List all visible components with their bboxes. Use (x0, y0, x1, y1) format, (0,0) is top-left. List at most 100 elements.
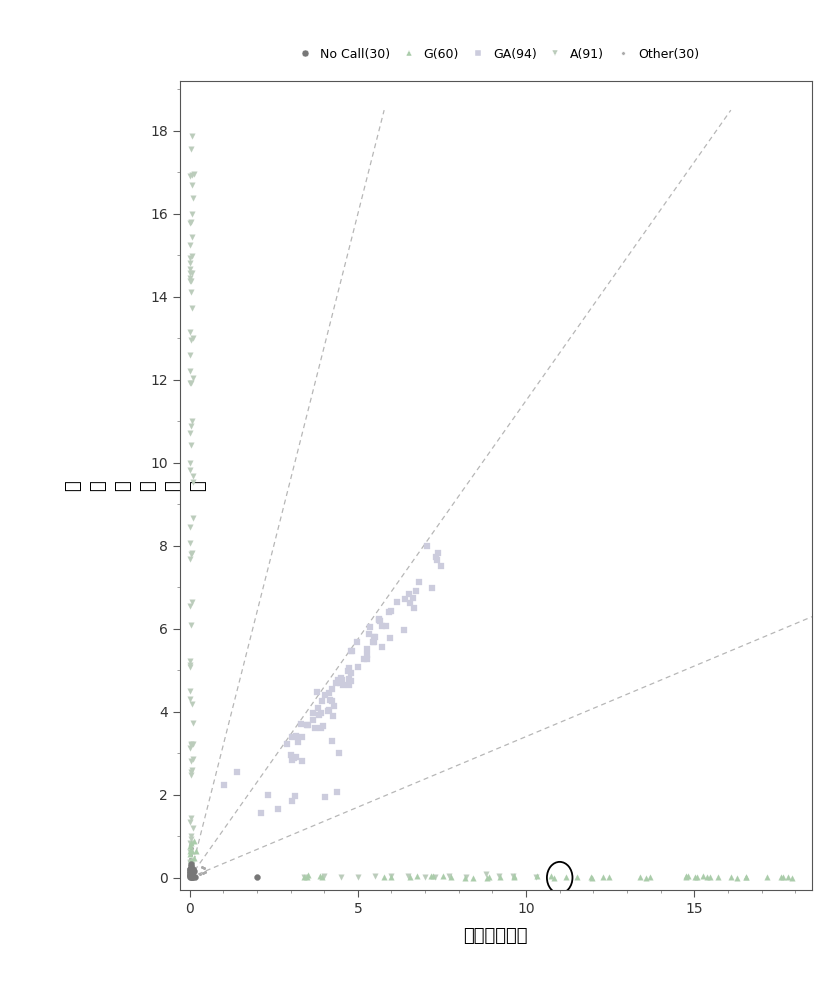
No Call(30) (185, 862, 198, 878)
G(60) (559, 869, 572, 885)
GA(94) (285, 729, 299, 745)
GA(94) (312, 707, 325, 723)
A(91) (442, 868, 456, 884)
G(60) (508, 868, 521, 884)
A(91) (186, 820, 199, 836)
GA(94) (289, 728, 303, 744)
GA(94) (341, 663, 354, 679)
G(60) (184, 846, 197, 862)
GA(94) (430, 552, 443, 568)
Y-axis label: 高
分
子
量
位
点: 高 分 子 量 位 点 (65, 480, 208, 491)
G(60) (494, 869, 507, 885)
G(60) (184, 852, 198, 868)
GA(94) (314, 720, 327, 736)
A(91) (184, 237, 197, 253)
No Call(30) (185, 866, 198, 882)
No Call(30) (184, 863, 197, 879)
G(60) (700, 869, 714, 885)
G(60) (184, 835, 198, 851)
GA(94) (288, 788, 301, 804)
GA(94) (306, 705, 319, 721)
GA(94) (384, 630, 397, 646)
No Call(30) (184, 868, 198, 884)
A(91) (184, 814, 197, 830)
A(91) (185, 248, 198, 264)
GA(94) (311, 684, 324, 700)
A(91) (184, 767, 198, 783)
G(60) (544, 868, 557, 884)
GA(94) (342, 677, 356, 693)
GA(94) (426, 580, 439, 596)
A(91) (184, 455, 197, 471)
G(60) (704, 869, 717, 885)
A(91) (184, 141, 198, 157)
GA(94) (357, 651, 370, 667)
A(91) (184, 425, 197, 441)
GA(94) (361, 647, 374, 663)
A(91) (298, 869, 311, 885)
No Call(30) (184, 861, 197, 877)
A(91) (184, 363, 197, 379)
A(91) (184, 214, 198, 230)
G(60) (530, 868, 543, 884)
A(91) (184, 855, 197, 871)
A(91) (185, 762, 198, 778)
G(60) (188, 850, 201, 866)
GA(94) (430, 549, 443, 565)
Other(30) (185, 840, 198, 856)
G(60) (184, 843, 197, 859)
A(91) (184, 737, 197, 753)
X-axis label: 低分子量位点: 低分子量位点 (463, 927, 528, 945)
A(91) (187, 330, 200, 346)
Legend: No Call(30), G(60), GA(94), A(91), Other(30): No Call(30), G(60), GA(94), A(91), Other… (287, 43, 705, 66)
No Call(30) (188, 869, 201, 885)
GA(94) (345, 643, 358, 659)
GA(94) (323, 702, 336, 718)
No Call(30) (186, 869, 199, 885)
G(60) (585, 869, 598, 885)
No Call(30) (185, 869, 198, 885)
G(60) (313, 868, 327, 884)
No Call(30) (184, 864, 197, 880)
Other(30) (184, 841, 198, 857)
GA(94) (383, 604, 396, 620)
A(91) (184, 740, 197, 756)
GA(94) (375, 639, 389, 655)
GA(94) (307, 712, 320, 728)
A(91) (184, 598, 197, 614)
GA(94) (280, 736, 293, 752)
GA(94) (261, 787, 275, 803)
Other(30) (184, 851, 197, 867)
A(91) (185, 300, 198, 316)
A(91) (418, 869, 432, 885)
G(60) (385, 869, 398, 885)
A(91) (184, 332, 198, 348)
A(91) (184, 831, 198, 847)
No Call(30) (185, 865, 198, 881)
GA(94) (361, 641, 374, 657)
A(91) (184, 273, 198, 289)
A(91) (184, 418, 197, 434)
A(91) (184, 324, 197, 340)
A(91) (185, 545, 198, 561)
A(91) (184, 255, 197, 271)
No Call(30) (184, 856, 197, 872)
GA(94) (272, 801, 285, 817)
G(60) (782, 869, 795, 885)
GA(94) (397, 622, 410, 638)
GA(94) (344, 665, 357, 681)
G(60) (731, 870, 744, 886)
GA(94) (351, 659, 365, 675)
A(91) (186, 370, 199, 386)
GA(94) (373, 613, 386, 629)
A(91) (186, 696, 199, 712)
GA(94) (331, 784, 344, 800)
GA(94) (285, 752, 299, 768)
G(60) (189, 843, 203, 859)
GA(94) (363, 619, 376, 635)
GA(94) (406, 590, 419, 606)
Other(30) (197, 865, 210, 881)
GA(94) (336, 672, 349, 688)
No Call(30) (187, 863, 200, 879)
G(60) (547, 870, 561, 886)
